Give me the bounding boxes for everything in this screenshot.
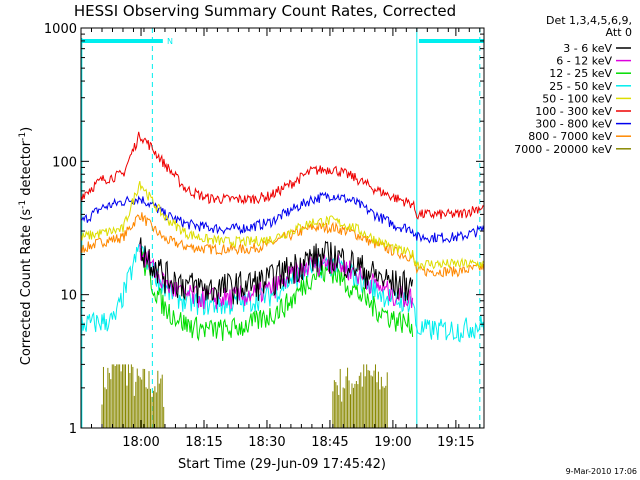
series-line (139, 237, 414, 305)
axes: 1 10 100 1000 18:00 18:15 18:30 18:45 19:00 19:15 (44, 22, 485, 450)
y-tick-label: 10 (60, 289, 77, 304)
legend-label: 7000 - 20000 keV (514, 143, 612, 156)
x-axis-label: Start Time (29-Jun-09 17:45:42) (178, 457, 386, 472)
timestamp: 9-Mar-2010 17:06 (566, 467, 637, 476)
x-tick-label: 18:45 (311, 435, 348, 450)
series-line (80, 180, 485, 271)
legend-label: 25 - 50 keV (549, 80, 612, 93)
x-tick-label: 19:15 (437, 435, 474, 450)
plot-area: N (80, 28, 485, 428)
legend-label: 300 - 800 keV (535, 118, 612, 131)
y-axis-label: Corrected Count Rate (s-1 detector-1) (18, 127, 34, 365)
x-tick-label: 18:15 (185, 435, 222, 450)
legend-label: 50 - 100 keV (542, 92, 612, 105)
legend-header-line-1: Det 1,3,4,5,6,9, (546, 14, 632, 27)
legend-label: 12 - 25 keV (549, 67, 612, 80)
series-line (80, 131, 485, 220)
x-tick-label: 19:00 (374, 435, 411, 450)
legend-header-line-2: Att 0 (606, 26, 632, 39)
y-tick-label: 1000 (44, 22, 77, 37)
plot-frame (80, 27, 485, 429)
legend-label: 3 - 6 keV (563, 42, 612, 55)
legend-label: 6 - 12 keV (556, 55, 612, 68)
legend-label: 100 - 300 keV (535, 105, 612, 118)
series-line (139, 248, 414, 342)
y-tick-label: 100 (52, 155, 77, 170)
legend-label: 800 - 7000 keV (528, 130, 612, 143)
chart-title: HESSI Observing Summary Count Rates, Cor… (74, 2, 456, 20)
series-line (81, 243, 485, 343)
series-line (80, 191, 485, 244)
y-tick-label: 1 (69, 422, 77, 437)
marker-label: N (167, 37, 173, 46)
x-tick-label: 18:00 (122, 435, 159, 450)
x-tick-label: 18:30 (248, 435, 285, 450)
